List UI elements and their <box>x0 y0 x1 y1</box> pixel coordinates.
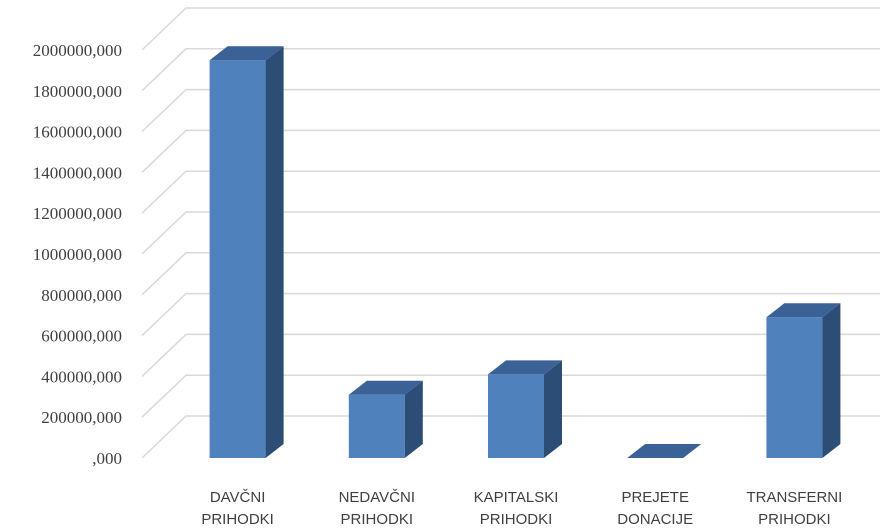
gridlines <box>141 7 880 459</box>
y-axis-ticks: ,000 200000,000 400000,000 600000,000 800000… <box>33 41 122 468</box>
bar-top <box>627 444 702 458</box>
bar <box>627 444 702 458</box>
y-tick-label: 1200000,000 <box>33 204 122 223</box>
bar <box>766 303 841 458</box>
gridline <box>141 415 880 459</box>
y-tick-label: 1800000,000 <box>33 82 122 101</box>
gridline <box>141 88 880 133</box>
gridline <box>141 292 880 337</box>
x-tick-label: KAPITALSKI PRIHODKI <box>474 489 559 528</box>
x-axis-ticks: DAVČNI PRIHODKI NEDAVČNI PRIHODKI KAPITALSKI… <box>201 489 842 528</box>
bar-top <box>766 303 841 318</box>
bar-top <box>488 360 562 375</box>
gridline <box>141 170 880 214</box>
gridline <box>141 211 880 255</box>
x-tick-label: PREJETE DONACIJE <box>617 489 693 528</box>
gridline <box>141 7 880 51</box>
bar-side <box>404 380 423 458</box>
bar-side <box>265 46 284 458</box>
bar-front <box>209 60 266 458</box>
gridline <box>141 48 880 92</box>
x-tick-label: TRANSFERNI PRIHODKI <box>746 489 842 528</box>
bar-side <box>822 303 841 458</box>
bars <box>209 46 841 458</box>
gridline <box>141 252 880 296</box>
x-tick-label: DAVČNI PRIHODKI <box>201 489 274 528</box>
y-tick-label: 1000000,000 <box>33 245 122 264</box>
y-tick-label: 1400000,000 <box>33 163 122 182</box>
bar-top <box>348 380 423 395</box>
gridline <box>141 333 880 377</box>
bar <box>488 360 562 458</box>
x-tick-label: NEDAVČNI PRIHODKI <box>339 489 415 528</box>
bar <box>209 46 284 458</box>
gridline <box>141 129 880 173</box>
y-tick-label: 2000000,000 <box>33 41 122 60</box>
y-tick-label: 600000,000 <box>41 327 122 346</box>
y-tick-label: 800000,000 <box>41 286 122 305</box>
bar-top <box>209 46 284 61</box>
y-tick-label: ,000 <box>92 449 122 468</box>
y-tick-label: 1600000,000 <box>33 123 122 142</box>
bar-side <box>544 360 562 458</box>
bar-front <box>348 394 405 458</box>
bar-front <box>488 374 544 458</box>
bar <box>348 380 423 458</box>
y-tick-label: 400000,000 <box>41 367 122 386</box>
y-tick-label: 200000,000 <box>41 408 122 427</box>
bar-front <box>766 317 823 458</box>
gridline <box>141 374 880 418</box>
